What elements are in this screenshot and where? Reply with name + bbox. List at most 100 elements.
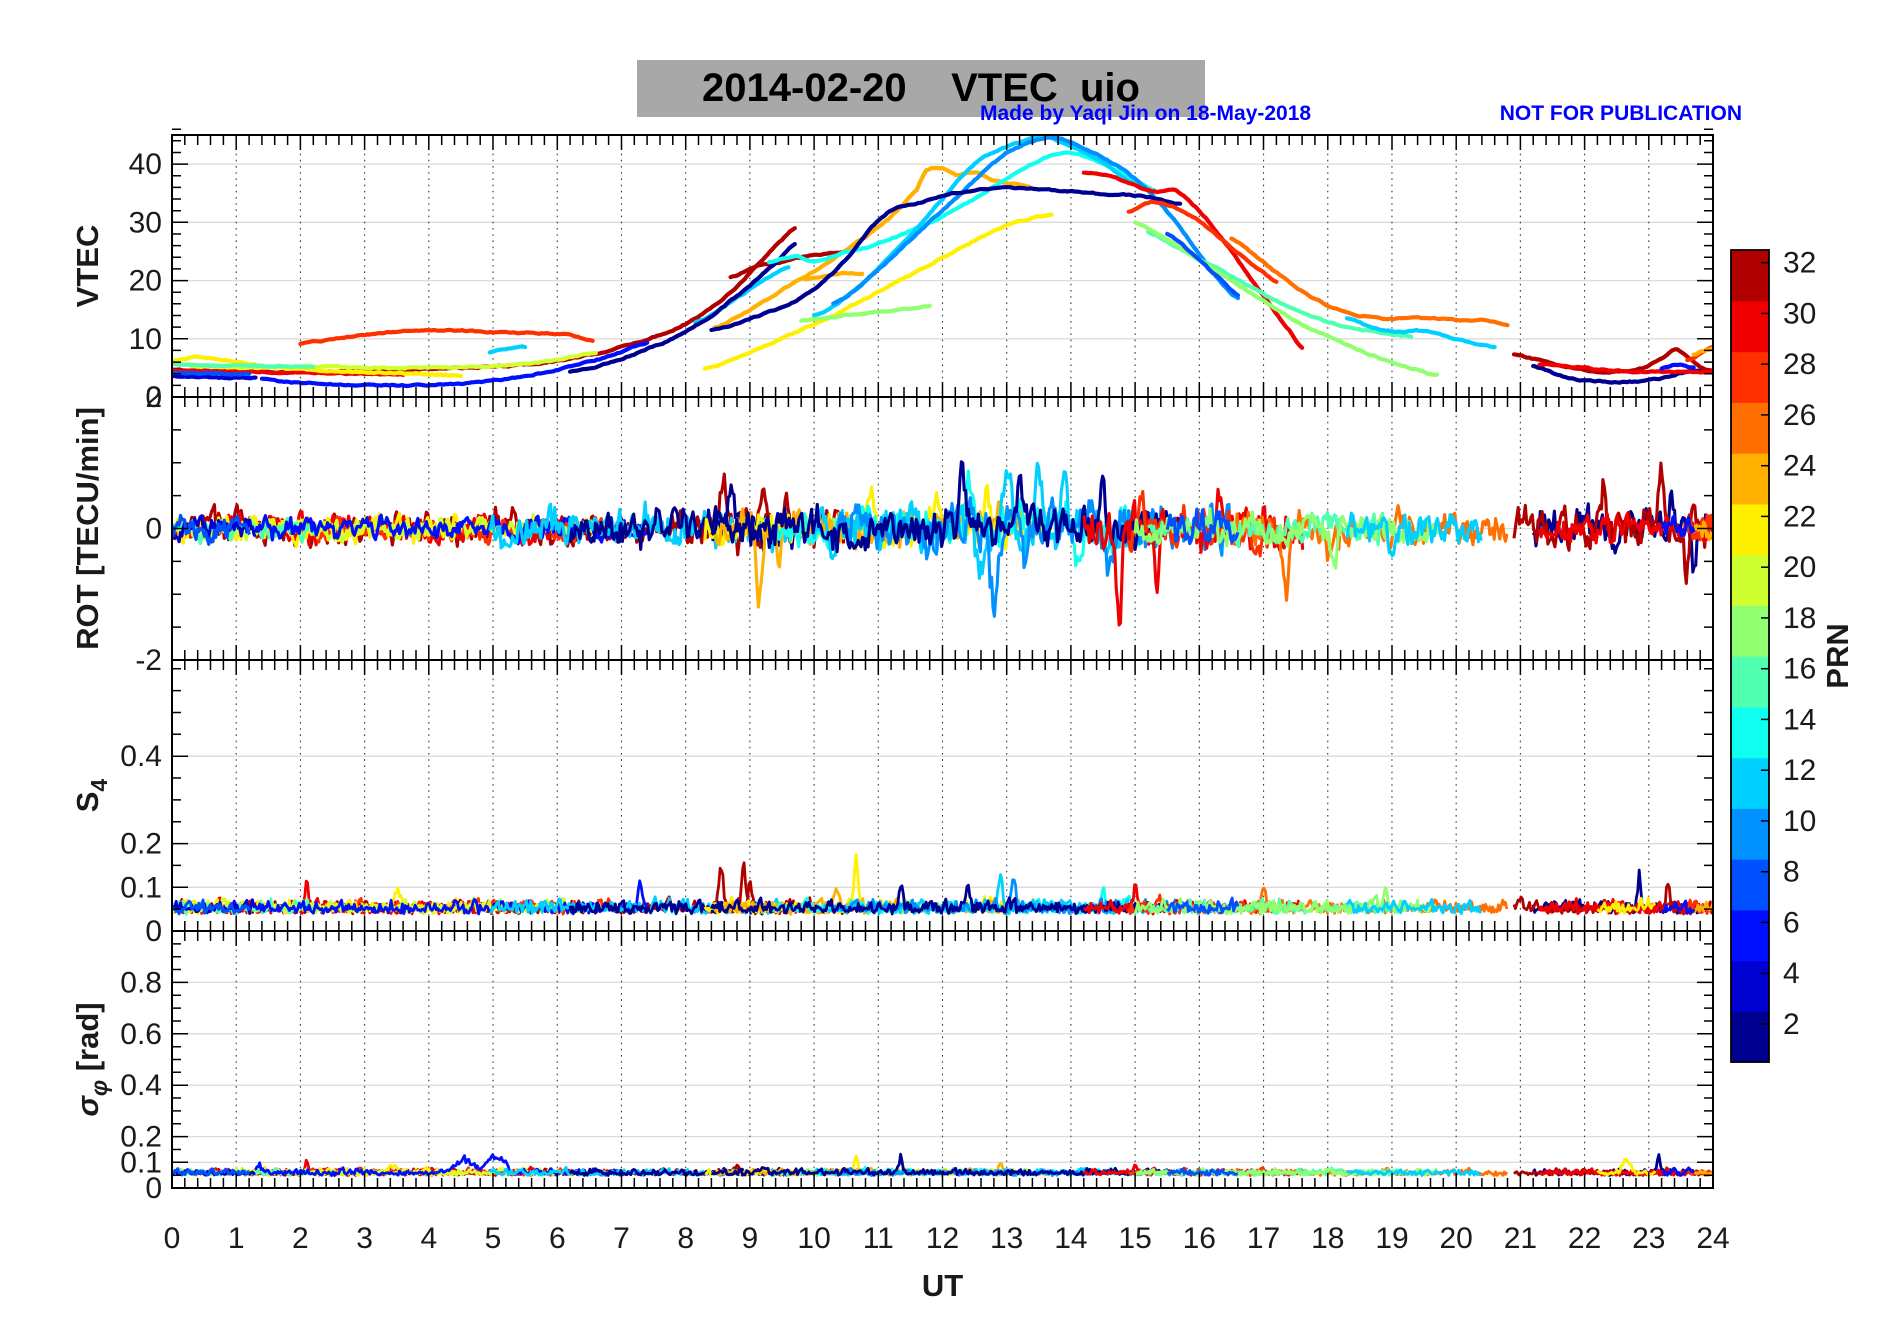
colorbar-tick-label: 8	[1783, 856, 1800, 889]
sph-axis-label-main: σ	[70, 1095, 105, 1117]
xtick-label: 2	[292, 1222, 309, 1255]
xtick-label: 13	[990, 1222, 1023, 1255]
vtec-series-prn-15	[172, 361, 316, 370]
annotation-warning: NOT FOR PUBLICATION	[1499, 102, 1742, 125]
s4-ytick-label: 0.2	[120, 828, 162, 861]
rot-ytick-label: 2	[145, 381, 162, 414]
sph-trace-prn-22	[1596, 1158, 1657, 1177]
colorbar-block	[1731, 503, 1769, 556]
vtec-series-prn-7	[172, 370, 252, 377]
vtec-series-prn-6	[1659, 362, 1696, 371]
vtec-series-prn-29	[1537, 362, 1713, 375]
vtec-series-prn-19	[189, 351, 598, 371]
xtick-label: 5	[485, 1222, 502, 1255]
colorbar-tick-label: 2	[1783, 1008, 1800, 1041]
sph-trace-prn-6	[1661, 1166, 1695, 1177]
rot-data-layer	[172, 460, 1713, 627]
sph-ytick-label: 0.8	[120, 966, 162, 999]
vtec-series-prn-18	[799, 303, 932, 323]
s4-trace-prn-17	[1133, 886, 1439, 916]
s4-trace-prn-22	[1596, 896, 1657, 915]
sph-axis-label-sub: φ	[86, 1080, 112, 1096]
colorbar-tick-label: 28	[1783, 348, 1816, 381]
xtick-label: 12	[926, 1222, 959, 1255]
sph-data-layer	[172, 1152, 1713, 1177]
rot-trace-prn-6	[1660, 514, 1696, 538]
colorbar-tick-label: 6	[1783, 906, 1800, 939]
xtick-label: 21	[1504, 1222, 1537, 1255]
panel-sph: 00.10.20.40.60.8σφ [rad]	[70, 930, 1714, 1205]
xtick-label: 11	[863, 1222, 894, 1255]
rot-trace-prn-8	[1165, 507, 1240, 546]
x-axis-label: UT	[922, 1268, 963, 1303]
xtick-label: 6	[549, 1222, 566, 1255]
vtec-series-prn-25	[1229, 236, 1510, 328]
xtick-label: 18	[1311, 1222, 1344, 1255]
xtick-label: 4	[420, 1222, 437, 1255]
xtick-label: 15	[1118, 1222, 1151, 1255]
colorbar-tick-label: 30	[1783, 297, 1816, 330]
rot-trace-prn-11	[1345, 511, 1483, 558]
xtick-label: 9	[742, 1222, 759, 1255]
s4-plot-area	[172, 660, 1713, 931]
sph-axis-label-rest: [rad]	[70, 1002, 105, 1080]
xtick-label: 20	[1440, 1222, 1473, 1255]
vtec-series-prn-2	[709, 185, 1183, 333]
s4-axis-label-sub: 4	[86, 779, 112, 792]
colorbar-block	[1731, 859, 1769, 911]
s4-ytick-label: 0.1	[120, 871, 162, 904]
vtec-series-prn-32	[728, 249, 846, 280]
vtec-series-prn-21	[172, 354, 463, 379]
colorbar-block	[1731, 402, 1769, 454]
vtec-series-prn-8	[1165, 231, 1240, 298]
sph-trace-prn-8	[1166, 1167, 1238, 1177]
s4-axis-label-main: S	[70, 792, 105, 813]
rot-axis-label: ROT [TECU/min]	[70, 407, 105, 650]
vtec-ytick-label: 20	[129, 265, 162, 298]
colorbar-tick-label: 4	[1783, 957, 1800, 990]
colorbar-block	[1731, 453, 1769, 505]
sph-ytick-label: 0	[145, 1172, 162, 1205]
vtec-series-prn-1	[568, 242, 797, 374]
xtick-label: 0	[164, 1222, 181, 1255]
rot-ytick-label: -2	[135, 644, 162, 677]
colorbar-tick-label: 22	[1783, 500, 1816, 533]
vtec-series-prn-13	[767, 150, 1157, 265]
colorbar-block	[1731, 554, 1769, 606]
xtick-label: 24	[1696, 1222, 1729, 1255]
vtec-series-prn-24	[712, 165, 1032, 330]
vtec-ytick-label: 0	[145, 381, 162, 414]
sph-trace-prn-11	[1346, 1168, 1482, 1177]
sph-plot-area	[172, 931, 1713, 1188]
sph-ytick-label: 0.6	[120, 1018, 162, 1051]
vtec-series-prn-22	[702, 212, 1054, 371]
s4-trace-prn-8	[1166, 896, 1240, 915]
colorbar-tick-label: 20	[1783, 551, 1816, 584]
rot-trace-prn-2	[710, 460, 1182, 554]
vtec-series-prn-23	[1691, 346, 1713, 357]
colorbar-block	[1731, 808, 1769, 860]
colorbar-block	[1731, 706, 1769, 759]
panel-s4: 00.10.20.4S4	[70, 659, 1714, 948]
s4-data-layer	[172, 853, 1713, 916]
s4-ytick-label: 0.4	[120, 740, 162, 773]
rot-ytick-label: 0	[145, 513, 162, 546]
vtec-series-prn-28	[1126, 199, 1279, 284]
colorbar-tick-label: 24	[1783, 450, 1816, 483]
colorbar-tick-label: 16	[1783, 653, 1816, 686]
colorbar-block	[1731, 300, 1769, 353]
xtick-label: 19	[1375, 1222, 1408, 1255]
colorbar-block	[1731, 1011, 1769, 1063]
xtick-label: 8	[677, 1222, 694, 1255]
xtick-label: 22	[1568, 1222, 1601, 1255]
rot-trace-prn-7	[172, 513, 252, 546]
colorbar-block	[1731, 605, 1769, 657]
sph-axis-label: σφ [rad]	[70, 1002, 112, 1116]
sph-ytick-label: 0.2	[120, 1121, 162, 1154]
x-axis: 0 1 2 3 4 5 6 7 8 9 10 11 12 13 14 15 16 17 18 19 20 21 22 23 24…	[164, 1222, 1730, 1303]
sph-frame	[171, 930, 1714, 1189]
